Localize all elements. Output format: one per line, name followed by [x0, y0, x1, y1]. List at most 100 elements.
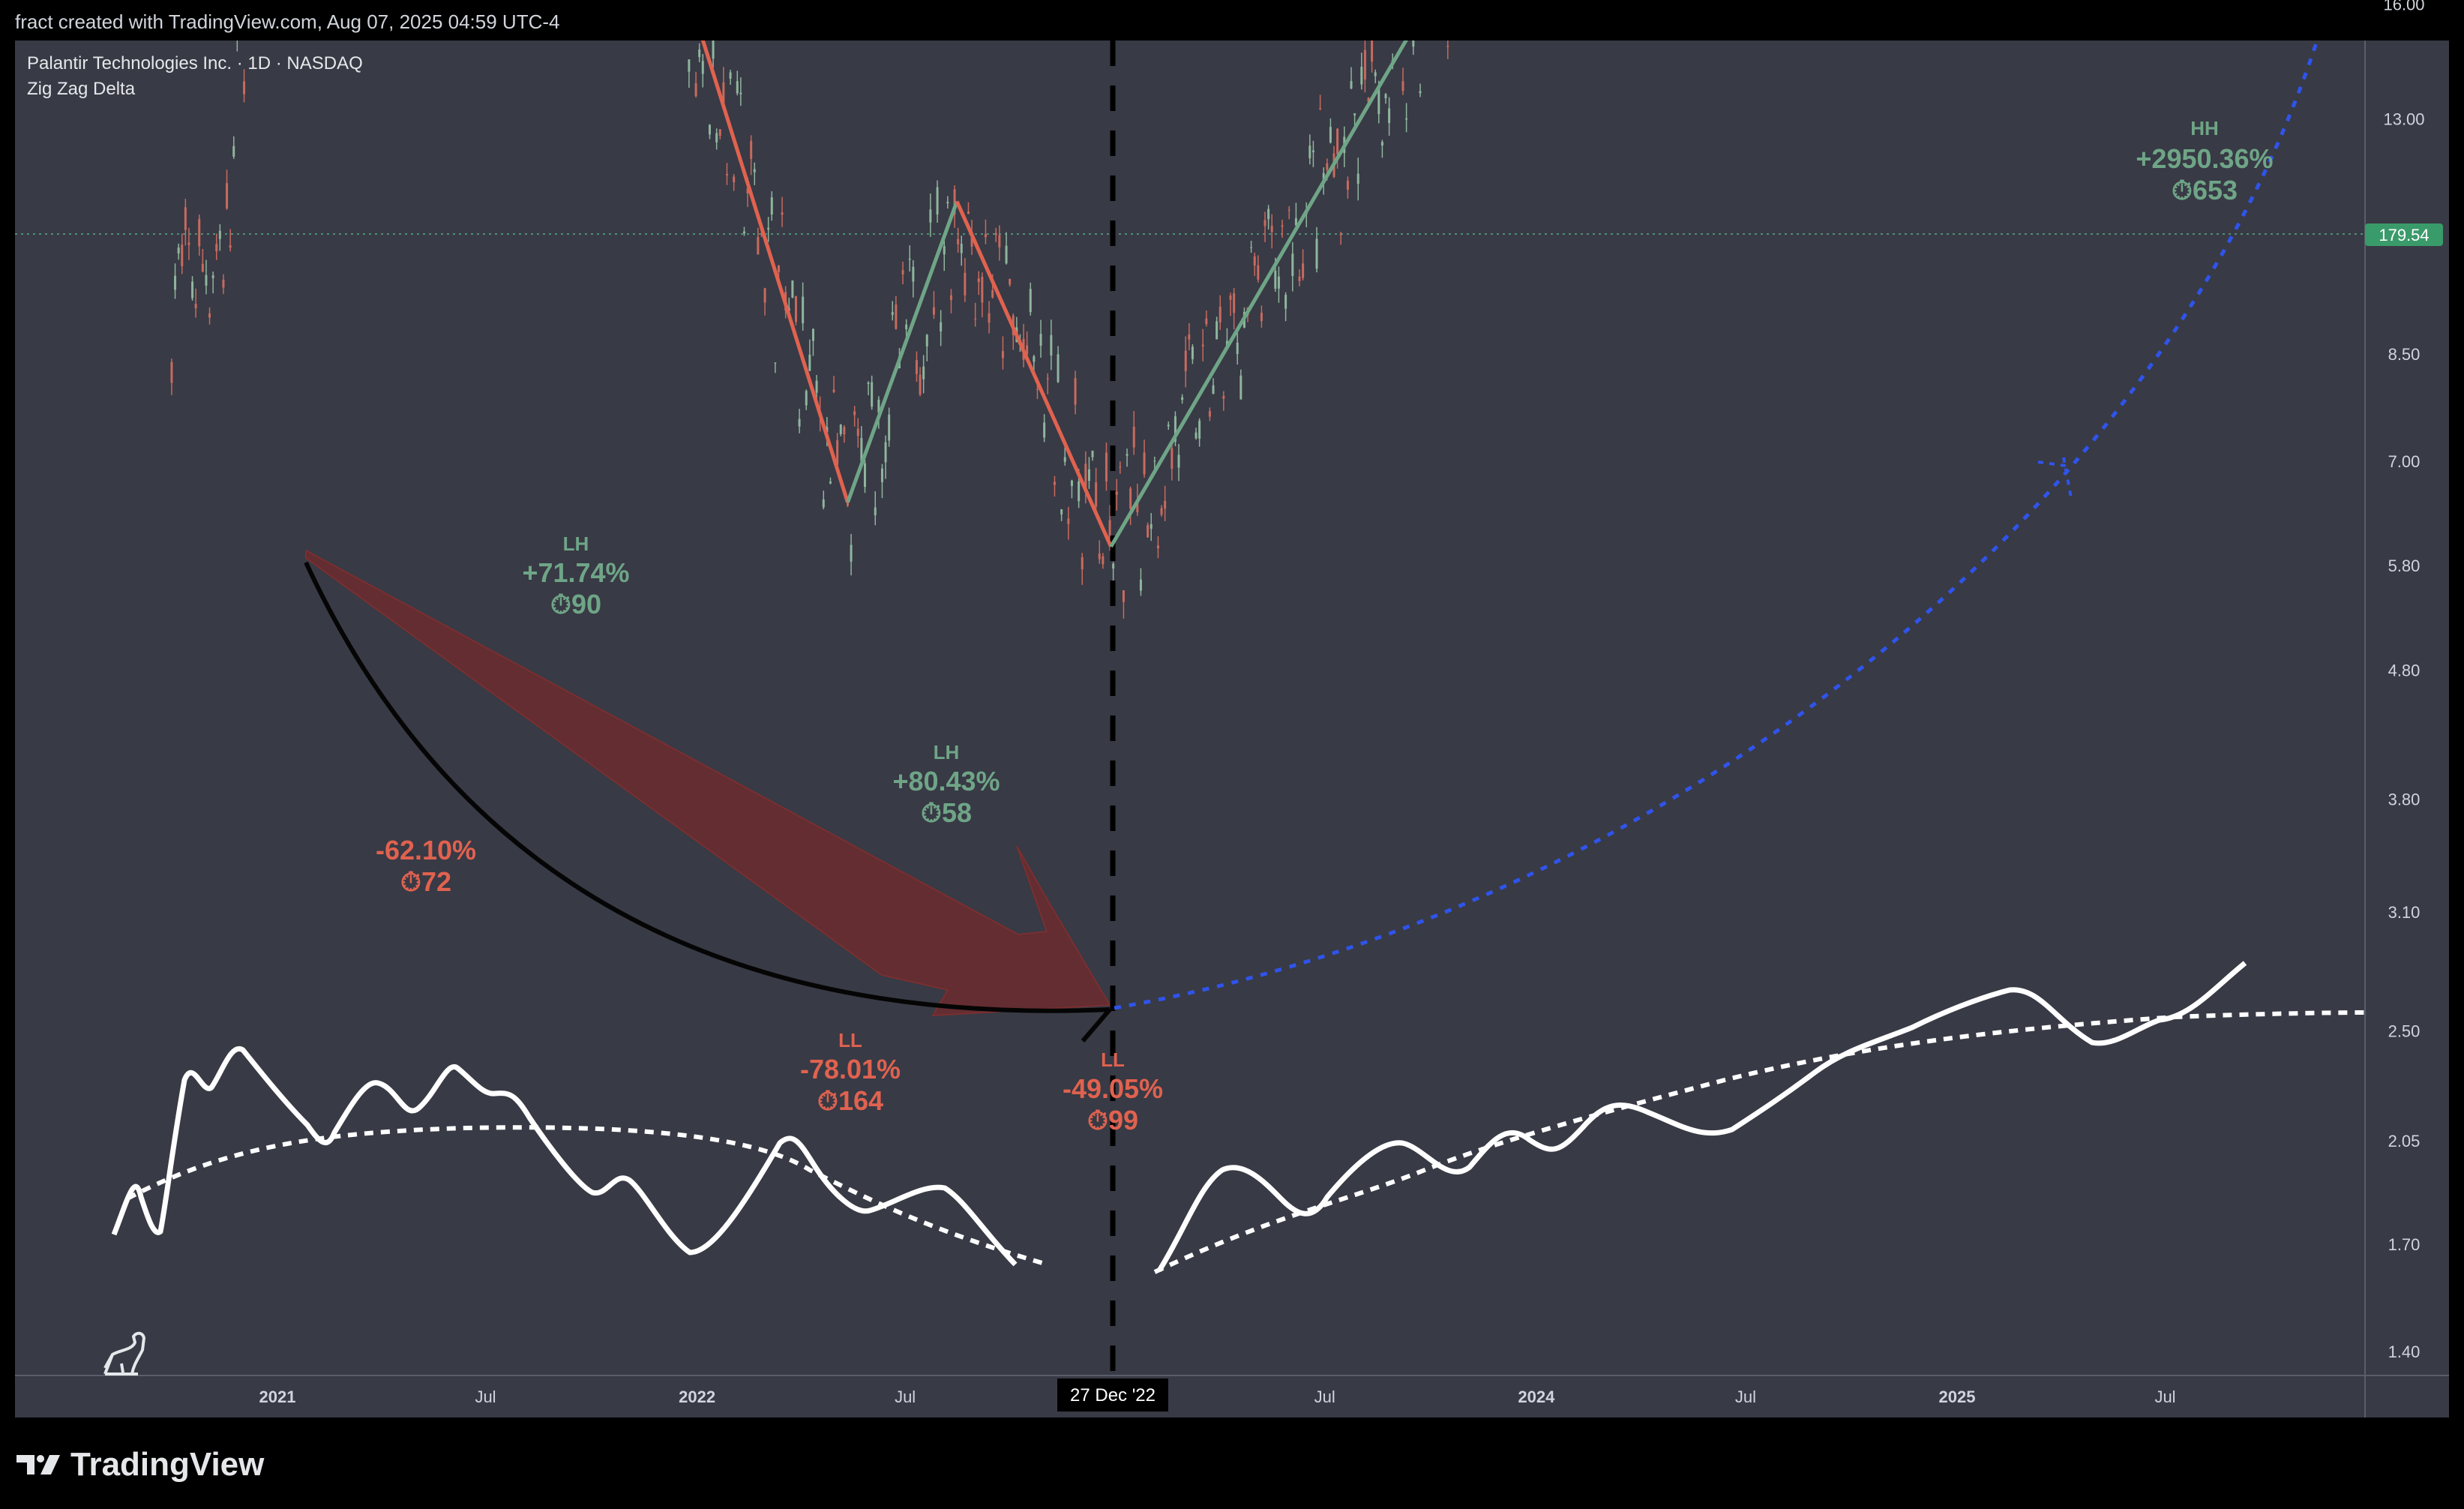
candle-body — [943, 246, 946, 255]
candle-body — [205, 274, 208, 286]
candle-body — [1074, 378, 1077, 405]
tradingview-logo[interactable]: TradingView — [16, 1446, 264, 1484]
candle-body — [1119, 466, 1122, 468]
candle-body — [843, 427, 846, 435]
chart-area[interactable] — [15, 40, 2449, 1418]
candle-body — [1147, 525, 1150, 538]
candle-body — [1164, 500, 1167, 509]
candle-body — [964, 272, 967, 296]
price-tick-label: 3.80 — [2388, 790, 2421, 809]
price-tick-label: 2.05 — [2388, 1132, 2421, 1150]
candle-body — [757, 236, 760, 255]
candle-body — [1039, 334, 1042, 346]
candle-body — [781, 212, 784, 215]
indicator-title[interactable]: Zig Zag Delta — [27, 79, 136, 99]
candle-body — [201, 263, 204, 272]
price-axis[interactable]: 420.00340.00280.00230.00190.00150.00120.… — [2379, 0, 2429, 1361]
candle-body — [860, 438, 863, 462]
candle-body — [1311, 150, 1314, 152]
candle-body — [1139, 579, 1142, 591]
candle-body — [988, 313, 991, 323]
candle-body — [1160, 508, 1163, 515]
candle-body — [694, 82, 697, 97]
svg-text:-78.01%: -78.01% — [800, 1054, 901, 1084]
zigzag-up-segment — [1109, 40, 1408, 548]
candle-body — [1095, 482, 1098, 507]
candle-body — [967, 212, 970, 214]
price-chart[interactable]: 420.00340.00280.00230.00190.00150.00120.… — [0, 0, 2464, 1419]
candle-body — [1136, 500, 1139, 513]
svg-text:-49.05%: -49.05% — [1063, 1073, 1163, 1104]
time-tick-label: 2021 — [259, 1388, 296, 1406]
candle-body — [1315, 238, 1318, 269]
candle-body — [218, 230, 221, 239]
symbol-title[interactable]: Palantir Technologies Inc. · 1D · NASDAQ — [27, 53, 363, 74]
svg-text:⏱72: ⏱72 — [400, 866, 451, 897]
price-tick-label: 3.10 — [2388, 903, 2421, 922]
candle-body — [1009, 278, 1012, 285]
candle-body — [746, 188, 749, 194]
candle-body — [222, 279, 225, 288]
candle-body — [1419, 91, 1422, 94]
candle-body — [991, 290, 994, 298]
candle-body — [929, 209, 932, 223]
candle-body — [1156, 545, 1159, 549]
candle-body — [1087, 469, 1090, 482]
candle-body — [1233, 292, 1236, 314]
candle-body — [1195, 432, 1198, 439]
candle-body — [891, 312, 894, 315]
candle-body — [1384, 94, 1387, 98]
dino-icon[interactable] — [103, 1331, 145, 1376]
candle-body — [1188, 334, 1191, 340]
zigzag-up-segment — [846, 200, 959, 503]
candle-body — [856, 428, 859, 436]
candle-body — [1401, 81, 1404, 92]
candle-body — [1208, 411, 1211, 417]
candle-body — [1129, 488, 1132, 509]
candle-body — [1260, 313, 1263, 322]
candle-body — [1356, 173, 1359, 184]
candle-body — [770, 197, 773, 214]
candle-body — [805, 391, 808, 406]
candle-body — [1298, 276, 1301, 281]
candle-body — [1122, 590, 1125, 602]
price-tick-label: 5.80 — [2388, 556, 2421, 575]
price-tick-label: 13.00 — [2383, 110, 2424, 129]
candle-body — [1326, 163, 1329, 170]
candle-body — [1287, 209, 1290, 211]
candle-body — [1191, 346, 1194, 359]
candle-body — [1302, 263, 1305, 278]
candle-body — [1433, 10, 1435, 12]
chart-legend[interactable]: Palantir Technologies Inc. · 1D · NASDAQ… — [27, 51, 363, 102]
candle-body — [1374, 72, 1377, 76]
svg-text:+2950.36%: +2950.36% — [2136, 143, 2273, 174]
time-axis[interactable]: 2021 Jul 2022 Jul Jul 2024 Jul 2025 Jul — [259, 1388, 2176, 1406]
candle-body — [880, 468, 883, 482]
candle-body — [1363, 50, 1366, 80]
time-tick-label: Jul — [895, 1388, 916, 1406]
candle-body — [1132, 427, 1135, 448]
price-tick-label: 16.00 — [2383, 0, 2424, 14]
price-tick-label: 1.70 — [2388, 1235, 2421, 1254]
zigzag-lines — [700, 40, 1408, 548]
candle-body — [198, 219, 201, 247]
candle-body — [1201, 344, 1204, 346]
candle-body — [722, 82, 725, 104]
price-tick-label: 7.00 — [2388, 452, 2421, 471]
candle-body — [874, 507, 877, 515]
candle-body — [211, 275, 214, 278]
candle-body — [1115, 491, 1118, 495]
candle-body — [1001, 351, 1004, 358]
candle-body — [1057, 354, 1060, 382]
candle-body — [1263, 220, 1266, 226]
candle-body — [877, 399, 880, 413]
candle-body — [871, 382, 874, 407]
svg-text:+80.43%: +80.43% — [892, 766, 1000, 796]
candle-body — [936, 187, 939, 214]
candle-body — [1409, 5, 1411, 17]
candle-body — [1388, 108, 1391, 124]
candle-body — [850, 544, 853, 562]
candle-body — [1294, 218, 1297, 226]
candle-body — [187, 242, 190, 245]
candle-body — [1108, 520, 1111, 538]
